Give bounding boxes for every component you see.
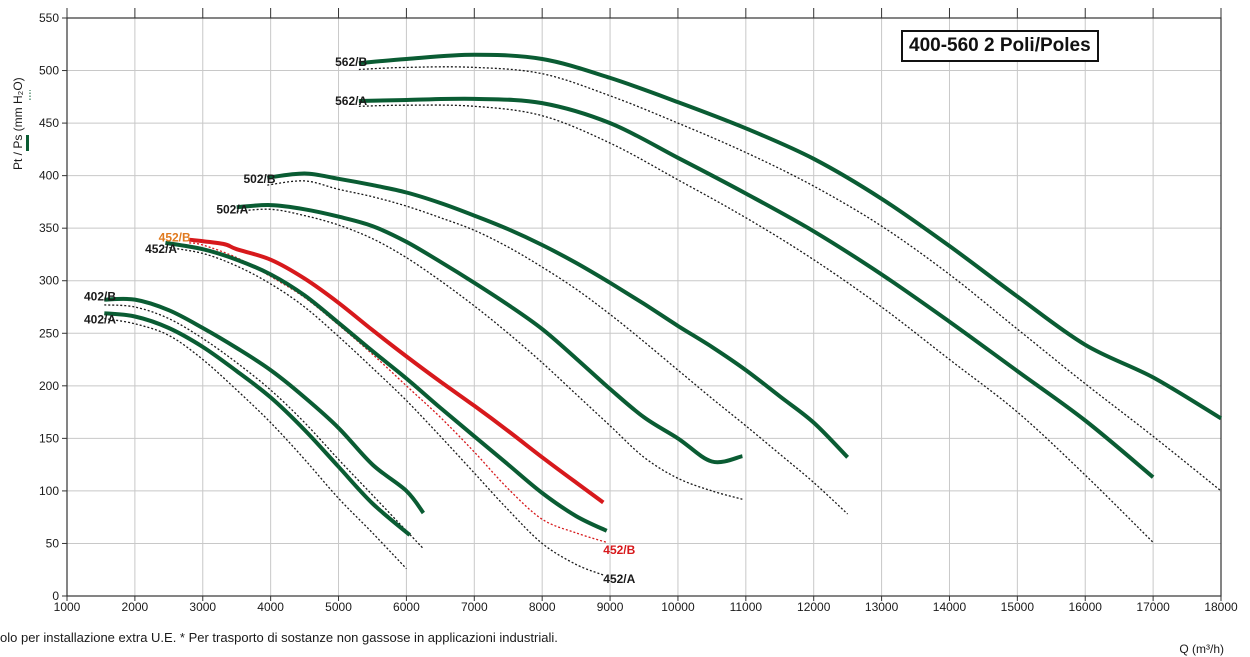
y-tick-labels: 0 50 100 150 200 250 300 350 400 450 500 550 bbox=[39, 11, 59, 603]
y-tick-label-9: 450 bbox=[39, 116, 59, 130]
x-tick-label-16: 17000 bbox=[1136, 600, 1170, 614]
x-tick-label-0: 1000 bbox=[54, 600, 81, 614]
curve-label-3: 502/A bbox=[216, 202, 248, 216]
pt-legend-swatch bbox=[26, 135, 29, 151]
x-axis-label: Q (m³/h) bbox=[1179, 642, 1224, 656]
pt-curve-402-b bbox=[104, 296, 426, 515]
x-tick-label-17: 18000 bbox=[1204, 600, 1238, 614]
y-tick-label-4: 200 bbox=[39, 379, 59, 393]
x-tick-label-14: 15000 bbox=[1001, 600, 1035, 614]
curve-label-7: 402/A bbox=[84, 313, 116, 327]
x-tick-labels: 1000 2000 3000 4000 5000 6000 7000 8000 9000 1000… bbox=[54, 600, 1238, 614]
ps-curve-502-b bbox=[267, 180, 849, 515]
y-tick-label-0: 0 bbox=[52, 589, 59, 603]
x-tick-label-7: 8000 bbox=[529, 600, 556, 614]
y-axis-label-text: Pt / Ps (mm H₂O) bbox=[11, 77, 25, 170]
y-tick-label-6: 300 bbox=[39, 274, 59, 288]
ps-curve-502-a bbox=[236, 208, 743, 500]
pt-solid-curves bbox=[104, 52, 1223, 537]
x-tick-label-13: 14000 bbox=[933, 600, 967, 614]
x-tick-label-15: 16000 bbox=[1069, 600, 1103, 614]
pt-curve-452-b bbox=[188, 237, 605, 505]
pt-curve-402-a bbox=[104, 311, 412, 537]
x-tick-label-3: 4000 bbox=[257, 600, 284, 614]
curve-label-5: 452/A bbox=[145, 242, 177, 256]
pt-curve-562-b bbox=[358, 52, 1223, 421]
chart-grid bbox=[66, 17, 1222, 597]
x-tick-label-2: 3000 bbox=[189, 600, 216, 614]
curve-label-9: 452/A bbox=[603, 572, 635, 586]
ps-curve-402-b bbox=[104, 304, 424, 550]
curve-label-1: 562/A bbox=[335, 94, 367, 108]
pt-curve-502-b bbox=[267, 171, 850, 459]
x-tick-label-5: 6000 bbox=[393, 600, 420, 614]
chart-axes bbox=[62, 8, 1222, 601]
y-tick-label-2: 100 bbox=[39, 484, 59, 498]
y-tick-label-1: 50 bbox=[46, 536, 60, 550]
curve-label-6: 402/B bbox=[84, 289, 116, 303]
y-tick-label-7: 350 bbox=[39, 221, 59, 235]
pt-curve-562-a bbox=[358, 96, 1155, 479]
x-tick-label-9: 10000 bbox=[661, 600, 695, 614]
y-tick-label-3: 150 bbox=[39, 431, 59, 445]
plot-frame bbox=[66, 17, 1222, 597]
pt-curve-452-a bbox=[165, 240, 608, 533]
x-tick-label-1: 2000 bbox=[122, 600, 149, 614]
chart-title: 400-560 2 Poli/Poles bbox=[901, 30, 1099, 62]
x-tick-label-10: 11000 bbox=[730, 600, 763, 614]
y-tick-label-11: 550 bbox=[39, 11, 59, 25]
ps-curve-452-a bbox=[165, 246, 604, 576]
y-tick-label-5: 250 bbox=[39, 326, 59, 340]
y-axis-label: Pt / Ps (mm H₂O) bbox=[11, 77, 31, 170]
ps-curve-562-b bbox=[358, 66, 1222, 492]
curve-label-0: 562/B bbox=[335, 55, 367, 69]
x-tick-label-4: 5000 bbox=[325, 600, 352, 614]
y-tick-label-10: 500 bbox=[39, 64, 59, 78]
footnote-line-1: olo per installazione extra U.E. * Per t… bbox=[0, 630, 558, 645]
ps-curve-562-a bbox=[358, 104, 1154, 543]
y-tick-label-8: 400 bbox=[39, 169, 59, 183]
ps-curve-402-a bbox=[104, 317, 407, 570]
x-tick-label-11: 12000 bbox=[797, 600, 831, 614]
x-tick-label-8: 9000 bbox=[597, 600, 624, 614]
pt-curve-502-a bbox=[236, 203, 743, 465]
curve-label-4: 452/B bbox=[159, 231, 191, 245]
x-tick-label-12: 13000 bbox=[865, 600, 899, 614]
x-tick-label-6: 7000 bbox=[461, 600, 488, 614]
curve-labels: 562/B562/A502/B502/A452/B452/A402/B402/A… bbox=[84, 55, 636, 586]
curve-label-8: 452/B bbox=[603, 543, 635, 557]
curve-label-2: 502/B bbox=[243, 172, 275, 186]
